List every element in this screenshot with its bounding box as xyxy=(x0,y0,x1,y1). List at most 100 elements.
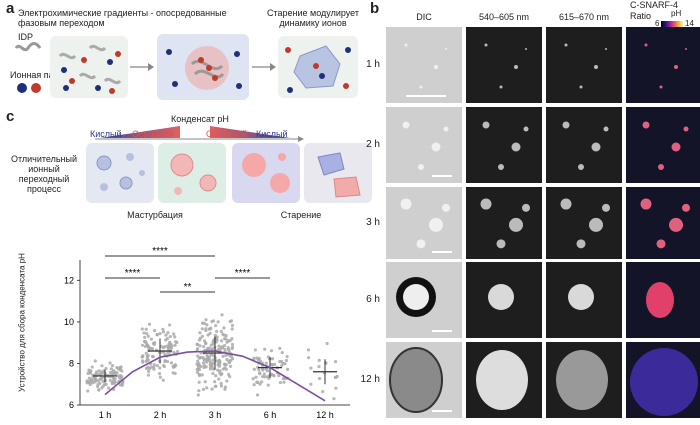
data-point xyxy=(196,393,200,397)
data-point xyxy=(220,345,224,349)
panel-b-label: b xyxy=(370,0,380,17)
micrograph-tile xyxy=(626,107,700,183)
data-point xyxy=(203,380,207,384)
data-point xyxy=(280,363,284,368)
data-point xyxy=(321,390,325,394)
data-point xyxy=(219,339,224,343)
data-point xyxy=(104,366,108,371)
data-point xyxy=(317,358,321,362)
data-point xyxy=(163,359,167,363)
data-point xyxy=(113,372,118,376)
data-point xyxy=(161,346,165,350)
data-point xyxy=(213,384,217,388)
col-label-dic: DIC xyxy=(416,12,432,22)
panel-a-condensate-1 xyxy=(166,46,242,90)
data-point xyxy=(168,334,172,339)
data-point xyxy=(142,339,147,344)
data-point xyxy=(262,372,266,376)
data-point xyxy=(317,376,322,381)
data-point xyxy=(110,363,115,368)
data-point xyxy=(97,369,101,373)
data-point xyxy=(149,337,153,341)
y-tick-label: 12 xyxy=(64,275,74,285)
micrograph-tile xyxy=(546,27,622,103)
data-point xyxy=(221,354,225,358)
data-point xyxy=(164,333,168,337)
data-point xyxy=(88,369,92,373)
data-point xyxy=(216,347,220,352)
legend-idp-label: IDP xyxy=(18,32,34,42)
data-point xyxy=(110,380,115,384)
micrograph-tile xyxy=(466,187,542,259)
data-point xyxy=(334,386,338,390)
data-point xyxy=(146,369,151,374)
data-point xyxy=(211,358,215,362)
micrograph-tile xyxy=(626,342,700,418)
data-point xyxy=(217,377,221,381)
data-point xyxy=(197,380,201,384)
data-point xyxy=(217,344,221,348)
data-point xyxy=(112,369,116,373)
aging-box-1 xyxy=(232,143,300,203)
data-point xyxy=(202,358,206,362)
data-point xyxy=(144,327,148,331)
data-point xyxy=(253,348,257,352)
data-point xyxy=(170,344,174,348)
data-point xyxy=(101,379,105,383)
micrograph-tile xyxy=(626,187,700,259)
data-point xyxy=(255,380,259,384)
micrograph-tile xyxy=(386,342,462,418)
data-point xyxy=(281,377,285,381)
basic-label-1: Основной xyxy=(132,129,174,139)
data-point xyxy=(161,327,165,331)
data-point xyxy=(211,353,215,358)
data-point xyxy=(264,361,268,365)
data-point xyxy=(201,361,206,365)
y-tick-label: 6 xyxy=(69,400,74,410)
data-point xyxy=(197,389,201,393)
data-point xyxy=(171,365,176,369)
ph-label: pH xyxy=(671,9,682,18)
arrow-1 xyxy=(130,63,154,71)
micrograph-tile xyxy=(466,342,542,418)
data-point xyxy=(148,367,152,371)
panel-a-mixture-1 xyxy=(58,44,122,94)
data-point xyxy=(120,383,124,387)
data-point xyxy=(278,380,283,385)
col-label-540: 540–605 nm xyxy=(478,12,530,22)
basic-label-2: Основной xyxy=(206,129,248,139)
data-point xyxy=(252,367,256,371)
data-point xyxy=(214,323,218,328)
data-point xyxy=(168,323,172,327)
data-point xyxy=(213,333,217,337)
data-point xyxy=(96,382,100,387)
data-point xyxy=(162,364,166,369)
data-point xyxy=(218,362,222,366)
data-point xyxy=(230,323,235,327)
data-point xyxy=(220,372,224,376)
scale-bar xyxy=(432,251,452,253)
micrograph-tile xyxy=(466,27,542,103)
data-point xyxy=(282,380,286,384)
scale-bar xyxy=(432,410,452,412)
data-point xyxy=(198,355,203,360)
data-point xyxy=(144,351,148,356)
data-point xyxy=(204,342,208,346)
data-point xyxy=(219,384,224,388)
aging-label: Старение xyxy=(280,210,322,220)
data-point xyxy=(174,364,178,368)
data-point xyxy=(146,373,151,377)
data-point xyxy=(87,376,92,380)
micrograph-tile xyxy=(626,262,700,338)
data-point xyxy=(228,364,233,368)
data-point xyxy=(100,364,104,368)
data-point xyxy=(196,354,200,358)
data-point xyxy=(207,327,212,331)
micrograph-tile xyxy=(626,27,700,103)
data-point xyxy=(108,378,112,382)
data-point xyxy=(208,331,212,335)
data-point xyxy=(285,354,289,359)
legend-ion-label: Ионная пара xyxy=(10,70,64,80)
data-point xyxy=(145,331,149,336)
data-point xyxy=(221,332,225,336)
